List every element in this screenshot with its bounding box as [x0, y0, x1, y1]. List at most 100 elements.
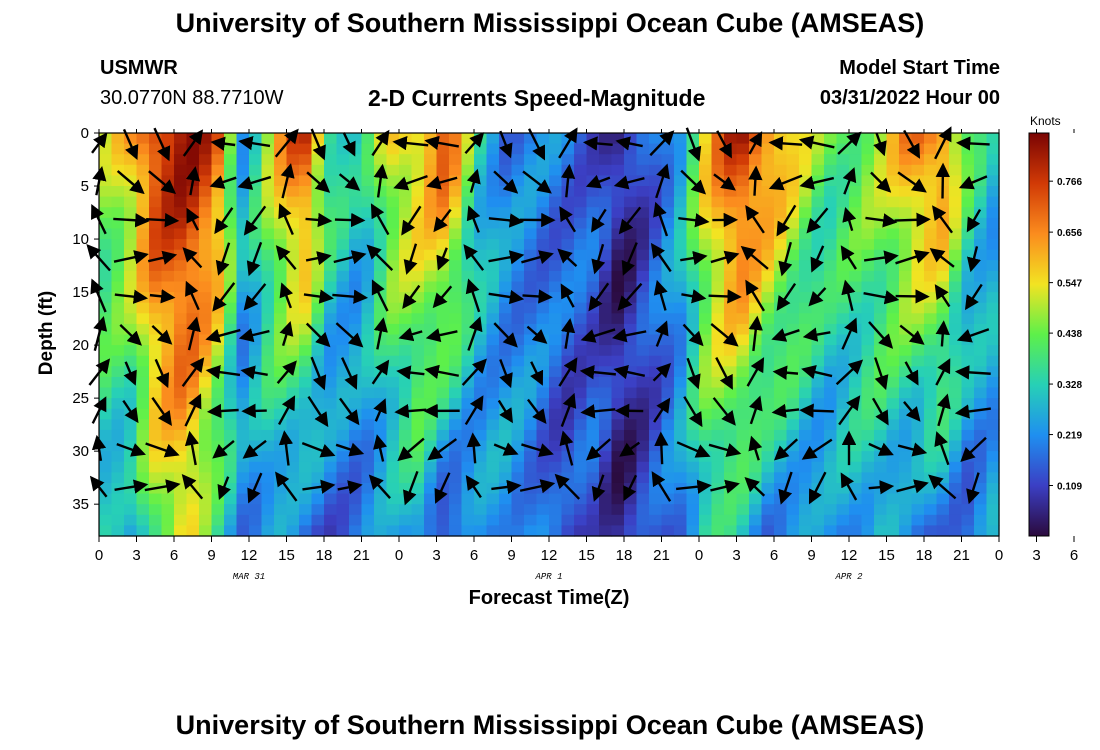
heatmap-cell [374, 514, 388, 526]
heatmap-cell [599, 270, 613, 283]
heatmap-cell [636, 461, 650, 473]
heatmap-cell [661, 482, 675, 495]
heatmap-cell [536, 398, 550, 410]
heatmap-cell [711, 376, 725, 389]
heatmap-cell [411, 239, 425, 251]
heatmap-cell [574, 440, 588, 452]
current-arrow [113, 213, 150, 228]
heatmap-cell [599, 164, 613, 177]
heatmap-cell [474, 270, 488, 283]
heatmap-cell [524, 260, 538, 272]
current-arrow [621, 242, 638, 276]
heatmap-cell [111, 196, 125, 208]
heatmap-cell [774, 323, 788, 336]
heatmap-cell [149, 366, 163, 378]
heatmap-cell [536, 525, 550, 537]
heatmap-cell [561, 217, 575, 230]
current-arrow [870, 171, 892, 193]
heatmap-cell [836, 164, 850, 177]
heatmap-cell [149, 228, 163, 240]
heatmap-cell [786, 472, 800, 484]
heatmap-cell [499, 260, 513, 272]
heatmap-cell [124, 207, 138, 219]
heatmap-cell [586, 493, 600, 505]
heatmap-cell [861, 429, 875, 442]
heatmap-cell [149, 196, 163, 208]
heatmap-cell [836, 292, 850, 304]
heatmap-cell [849, 239, 863, 251]
heatmap-cell [274, 355, 288, 367]
heatmap-cell [761, 398, 775, 410]
heatmap-cell [911, 461, 925, 473]
heatmap-cell [836, 419, 850, 431]
heatmap-cell [724, 302, 738, 314]
current-arrow [238, 136, 271, 151]
current-arrow [488, 250, 525, 265]
current-arrow [841, 279, 856, 312]
heatmap-cell [711, 525, 725, 537]
heatmap-cell [949, 292, 963, 304]
heatmap-cell [886, 239, 900, 251]
heatmap-cell [886, 133, 900, 145]
heatmap-cell [186, 376, 200, 389]
current-arrow [868, 442, 894, 456]
heatmap-cell [511, 260, 525, 272]
heatmap-cell [599, 451, 613, 463]
heatmap-cell [611, 493, 625, 505]
heatmap-cell [686, 345, 700, 357]
heatmap-cell [124, 429, 138, 442]
heatmap-cell [499, 345, 513, 357]
heatmap-cell [611, 504, 625, 516]
heatmap-cell [286, 419, 300, 431]
heatmap-cell [649, 461, 663, 473]
heatmap-cell [324, 376, 338, 389]
heatmap-cell [461, 514, 475, 526]
heatmap-cell [586, 186, 600, 198]
current-arrow [580, 404, 616, 419]
heatmap-cell [99, 514, 113, 526]
heatmap-cell [411, 472, 425, 484]
current-arrow [615, 136, 643, 151]
heatmap-cell [349, 143, 363, 155]
heatmap-cell [386, 175, 400, 187]
heatmap-cell [236, 281, 250, 293]
current-arrow [712, 397, 736, 426]
current-arrow [433, 208, 452, 233]
heatmap-cell [936, 217, 950, 230]
heatmap-cell [474, 504, 488, 516]
heatmap-cell [99, 440, 113, 452]
heatmap-cell [749, 525, 763, 537]
heatmap-cell [486, 154, 500, 166]
heatmap-cell [361, 334, 375, 346]
heatmap-cell [174, 387, 188, 399]
heatmap-cell [261, 270, 275, 283]
current-arrow [960, 436, 987, 463]
heatmap-cell [349, 207, 363, 219]
heatmap-cell [974, 217, 988, 230]
heatmap-cell [674, 355, 688, 367]
heatmap-cell [236, 270, 250, 283]
heatmap-cell [311, 419, 325, 431]
heatmap-cell [661, 228, 675, 240]
heatmap-cell [749, 429, 763, 442]
heatmap-cell [411, 493, 425, 505]
heatmap-cell [99, 493, 113, 505]
heatmap-cell [411, 461, 425, 473]
colorbar-tick-label: 0.438 [1057, 329, 1082, 340]
heatmap-cell [361, 143, 375, 155]
heatmap-cell [511, 514, 525, 526]
heatmap-cell [324, 313, 338, 325]
heatmap-cell [599, 429, 613, 442]
x-tick-label: 3 [132, 547, 140, 564]
heatmap-cell [186, 270, 200, 283]
heatmap-cell [761, 281, 775, 293]
heatmap-cell [399, 186, 413, 198]
current-arrow [956, 328, 990, 343]
heatmap-cell [274, 334, 288, 346]
heatmap-cell [449, 217, 463, 230]
heatmap-cell [649, 419, 663, 431]
heatmap-cell [861, 493, 875, 505]
heatmap-cell [261, 440, 275, 452]
heatmap-cell [824, 334, 838, 346]
heatmap-cell [674, 217, 688, 230]
